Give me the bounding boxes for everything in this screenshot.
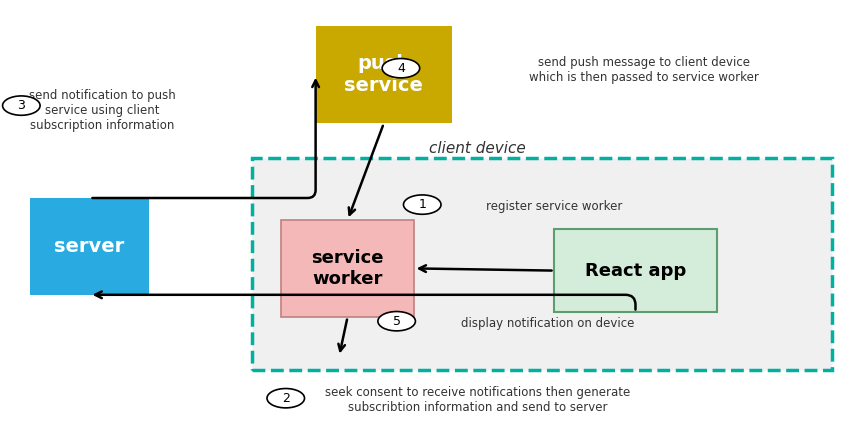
Circle shape	[382, 59, 419, 78]
Text: 5: 5	[392, 315, 400, 328]
FancyBboxPatch shape	[251, 158, 831, 370]
Circle shape	[267, 389, 304, 408]
Text: service
worker: service worker	[311, 249, 383, 288]
Text: 4: 4	[396, 62, 405, 75]
Text: send push message to client device
which is then passed to service worker: send push message to client device which…	[528, 56, 757, 84]
Text: 3: 3	[17, 99, 26, 112]
FancyBboxPatch shape	[281, 220, 413, 317]
FancyBboxPatch shape	[554, 229, 716, 312]
Text: push
service: push service	[344, 54, 423, 95]
Text: server: server	[55, 237, 124, 256]
Circle shape	[377, 312, 415, 331]
Text: 1: 1	[417, 198, 426, 211]
FancyBboxPatch shape	[30, 198, 149, 295]
FancyBboxPatch shape	[315, 26, 452, 123]
Circle shape	[403, 195, 440, 214]
Text: client device: client device	[429, 141, 526, 156]
Text: React app: React app	[584, 262, 685, 279]
Circle shape	[3, 96, 40, 115]
Text: send notification to push
service using client
subscription information: send notification to push service using …	[29, 88, 176, 132]
Text: register service worker: register service worker	[486, 200, 622, 213]
Text: 2: 2	[281, 392, 290, 405]
Text: seek consent to receive notifications then generate
subscribtion information and: seek consent to receive notifications th…	[325, 386, 630, 414]
Text: display notification on device: display notification on device	[460, 317, 633, 330]
